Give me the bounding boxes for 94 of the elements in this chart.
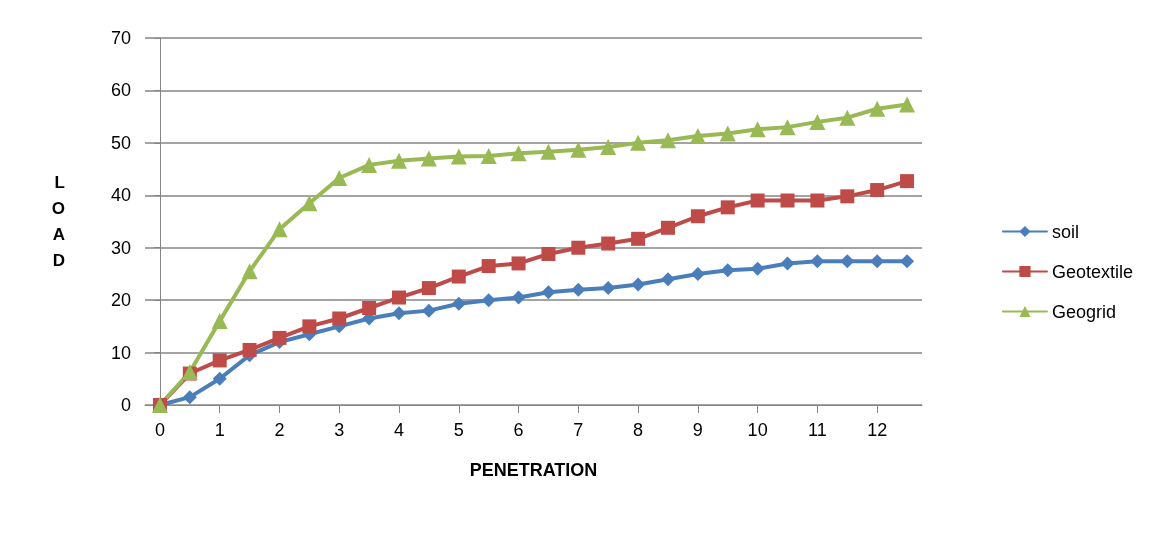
point bbox=[571, 282, 586, 297]
point bbox=[480, 147, 497, 164]
point bbox=[780, 256, 795, 271]
point bbox=[510, 145, 527, 162]
point bbox=[211, 313, 228, 330]
point bbox=[870, 183, 885, 198]
point bbox=[570, 141, 587, 158]
point bbox=[600, 139, 617, 156]
point bbox=[720, 263, 735, 278]
y-tick-label: 50 bbox=[110, 132, 131, 153]
y-tick-label: 30 bbox=[110, 237, 131, 258]
point bbox=[421, 303, 436, 318]
x-tick-label: 9 bbox=[692, 420, 703, 440]
point bbox=[392, 306, 407, 321]
x-tick-label: 6 bbox=[513, 420, 524, 440]
point bbox=[331, 169, 348, 186]
x-tick-label: 4 bbox=[394, 420, 405, 440]
point bbox=[511, 290, 526, 305]
point bbox=[689, 128, 706, 145]
point bbox=[332, 311, 347, 326]
x-tick-label: 1 bbox=[214, 420, 225, 440]
point bbox=[810, 254, 825, 269]
point bbox=[601, 236, 616, 251]
y-tick-label: 40 bbox=[110, 185, 131, 206]
point bbox=[361, 156, 378, 173]
y-tick-label: 20 bbox=[110, 290, 131, 311]
point bbox=[631, 277, 646, 292]
point bbox=[750, 193, 765, 208]
y-axis-title: LOAD bbox=[51, 173, 65, 270]
point bbox=[420, 150, 437, 167]
x-tick-label: 3 bbox=[334, 420, 345, 440]
y-tick-label: 10 bbox=[110, 342, 131, 363]
point bbox=[511, 256, 526, 271]
point bbox=[749, 121, 766, 138]
point bbox=[301, 195, 318, 212]
point bbox=[900, 174, 915, 189]
point bbox=[660, 272, 675, 287]
point bbox=[630, 134, 647, 151]
point bbox=[571, 240, 586, 255]
point bbox=[272, 330, 287, 345]
x-tick-label: 5 bbox=[453, 420, 464, 440]
point bbox=[271, 221, 288, 238]
x-tick-label: 11 bbox=[808, 420, 827, 440]
point bbox=[720, 200, 735, 215]
point bbox=[541, 247, 556, 262]
legend-label: Geotextile bbox=[1051, 261, 1133, 282]
point bbox=[302, 319, 317, 334]
point bbox=[840, 254, 855, 269]
point bbox=[779, 119, 796, 136]
point bbox=[870, 254, 885, 269]
point bbox=[719, 125, 736, 142]
point bbox=[900, 254, 915, 269]
point bbox=[869, 100, 886, 117]
x-tick-label: 0 bbox=[154, 420, 165, 440]
x-tick-label: 10 bbox=[747, 420, 768, 440]
point bbox=[451, 296, 466, 311]
point bbox=[809, 113, 826, 130]
point bbox=[660, 220, 675, 235]
point bbox=[212, 353, 227, 368]
legend-label: soil bbox=[1051, 221, 1079, 242]
point bbox=[241, 263, 258, 280]
point bbox=[392, 290, 407, 305]
point bbox=[541, 285, 556, 300]
point bbox=[810, 193, 825, 208]
x-tick-label: 12 bbox=[867, 420, 888, 440]
y-tick-label: 0 bbox=[120, 395, 131, 415]
point bbox=[481, 259, 496, 274]
point bbox=[690, 266, 705, 281]
point bbox=[540, 143, 557, 160]
point bbox=[750, 261, 765, 276]
point bbox=[451, 269, 466, 284]
point bbox=[631, 231, 646, 246]
point bbox=[840, 189, 855, 204]
point bbox=[450, 148, 467, 165]
x-axis-title: PENETRATION bbox=[469, 460, 598, 480]
point bbox=[839, 109, 856, 126]
point bbox=[659, 132, 676, 149]
x-tick-label: 8 bbox=[633, 420, 644, 440]
point bbox=[690, 209, 705, 224]
point bbox=[242, 342, 257, 357]
point bbox=[212, 371, 227, 386]
y-tick-label: 70 bbox=[110, 28, 131, 48]
point bbox=[780, 193, 795, 208]
point bbox=[421, 281, 436, 296]
x-tick-label: 7 bbox=[573, 420, 584, 440]
point bbox=[182, 390, 197, 405]
point bbox=[391, 152, 408, 169]
point bbox=[899, 96, 916, 113]
point bbox=[601, 281, 616, 296]
point bbox=[481, 293, 496, 308]
y-tick-label: 60 bbox=[110, 80, 131, 101]
point bbox=[362, 301, 377, 316]
x-tick-label: 2 bbox=[274, 420, 285, 440]
legend-label: Geogrid bbox=[1051, 301, 1116, 322]
